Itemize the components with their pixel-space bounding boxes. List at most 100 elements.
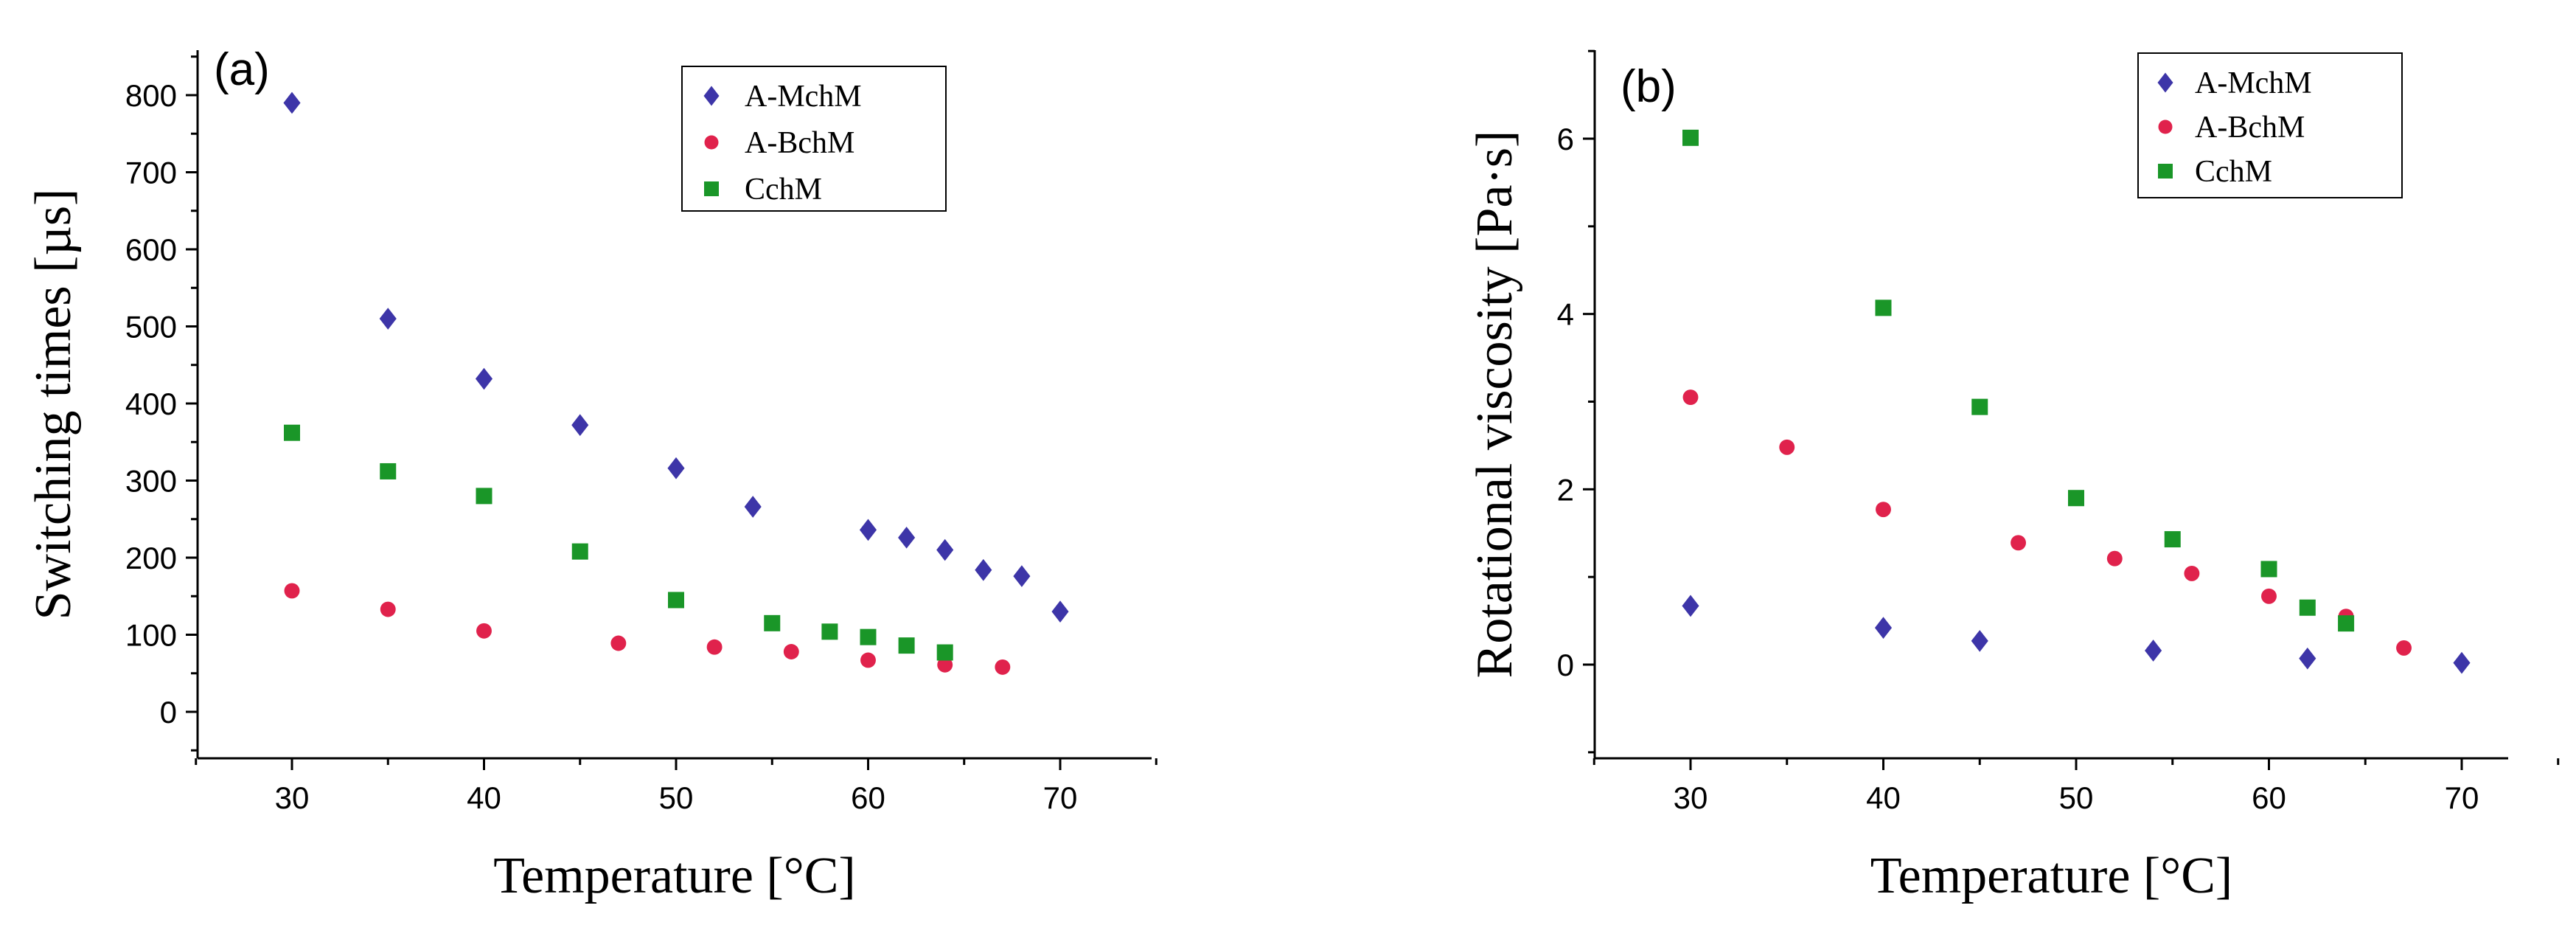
data-point <box>475 367 493 390</box>
legend-label: A-MchM <box>745 80 862 114</box>
panel-label: (b) <box>1621 61 1677 112</box>
y-tick-label: 2 <box>1557 472 1574 507</box>
data-point <box>1874 617 1893 639</box>
legend-marker <box>2157 72 2173 93</box>
y-tick-label: 0 <box>1557 648 1574 682</box>
legend-label: A-BchM <box>745 126 854 160</box>
data-point <box>706 639 723 655</box>
x-axis-title: Temperature [°C] <box>493 848 855 904</box>
data-point <box>610 635 627 651</box>
legend-box <box>681 66 947 212</box>
data-point <box>571 414 589 437</box>
data-point <box>995 659 1011 675</box>
data-point <box>860 628 877 645</box>
data-point <box>975 558 992 581</box>
data-point <box>668 592 684 609</box>
data-point <box>284 583 300 599</box>
data-point <box>2106 550 2123 567</box>
data-point <box>1682 595 1699 617</box>
chart-panel-b: 30 40 50 60 70 0 2 4 6 Temperature [°C] Rotational… <box>1466 49 2560 904</box>
x-tick-label: 40 <box>1866 780 1901 815</box>
x-tick-label: 60 <box>851 780 885 815</box>
data-point <box>860 652 876 668</box>
data-point <box>936 538 954 561</box>
legend-label: CchM <box>2195 155 2272 189</box>
x-tick-label: 50 <box>2059 780 2094 815</box>
data-point <box>2260 561 2277 578</box>
y-tick-label: 400 <box>125 387 177 421</box>
y-tick-label: 500 <box>125 310 177 344</box>
legend: A-MchM A-BchM CchM <box>681 66 947 212</box>
y-axis-title: Rotational viscosity [Pa·s] <box>1466 131 1523 679</box>
data-point <box>936 644 953 661</box>
data-point <box>283 91 301 114</box>
data-point <box>2011 535 2026 551</box>
series-cchm <box>1682 129 2355 632</box>
data-point <box>2145 640 2162 662</box>
y-tick-label: 0 <box>160 695 177 730</box>
x-axis-title: Temperature [°C] <box>1870 848 2232 904</box>
data-point <box>821 623 838 640</box>
y-tick-label: 700 <box>125 156 177 190</box>
y-tick-label: 6 <box>1557 122 1574 156</box>
panel-label: (a) <box>214 44 270 95</box>
series-cchm <box>284 424 953 661</box>
legend-marker <box>2158 119 2173 134</box>
data-point <box>783 644 799 659</box>
data-point <box>379 308 397 330</box>
x-tick-label: 60 <box>2252 780 2286 815</box>
legend-label: A-BchM <box>2195 111 2305 145</box>
y-tick-label: 200 <box>125 541 177 575</box>
data-point <box>380 462 397 479</box>
legend-marker <box>2158 164 2173 179</box>
legend-marker <box>703 86 720 106</box>
data-point <box>1971 630 1988 652</box>
data-point <box>764 614 781 631</box>
data-point <box>2068 490 2084 507</box>
y-tick-label: 600 <box>125 232 177 267</box>
data-point <box>284 424 300 441</box>
data-point <box>2396 640 2412 656</box>
data-point <box>2453 651 2471 674</box>
data-point <box>2299 647 2316 670</box>
y-tick-label: 4 <box>1557 297 1574 332</box>
y-tick-label: 100 <box>125 618 177 653</box>
data-point <box>571 543 588 560</box>
legend-marker <box>704 135 719 150</box>
series-a-bchm <box>284 583 1011 675</box>
x-tick-label: 70 <box>2445 780 2479 815</box>
data-point <box>898 526 916 549</box>
y-axis-title: Switching times [µs] <box>25 189 82 620</box>
data-point <box>2184 565 2200 581</box>
legend-marker <box>704 181 719 196</box>
series-a-mchm <box>1682 595 2471 674</box>
data-point <box>1013 565 1031 587</box>
data-point <box>744 496 762 518</box>
x-tick-label: 30 <box>1674 780 1708 815</box>
data-point <box>1876 502 1891 518</box>
x-tick-label: 70 <box>1043 780 1078 815</box>
y-tick-label: 300 <box>125 464 177 499</box>
data-point <box>1051 600 1069 623</box>
legend-label: A-MchM <box>2195 66 2312 100</box>
chart-panel-a: 30 40 50 60 700100200300400500600700800Tempe… <box>25 44 1158 904</box>
data-point <box>859 519 877 541</box>
y-tick-label: 800 <box>125 78 177 113</box>
data-point <box>1779 439 1795 455</box>
data-point <box>2338 615 2355 632</box>
data-point <box>1971 398 1988 415</box>
data-point <box>1682 129 1699 146</box>
data-point <box>667 457 685 479</box>
data-point <box>2299 599 2316 616</box>
data-point <box>2261 588 2277 604</box>
data-point <box>476 623 492 639</box>
legend-box <box>2137 52 2403 198</box>
data-point <box>380 601 396 617</box>
series-a-mchm <box>283 91 1069 623</box>
x-tick-label: 30 <box>275 780 310 815</box>
data-point <box>1682 389 1699 406</box>
data-point <box>1875 299 1892 316</box>
data-point <box>898 637 915 654</box>
x-tick-label: 50 <box>659 780 694 815</box>
